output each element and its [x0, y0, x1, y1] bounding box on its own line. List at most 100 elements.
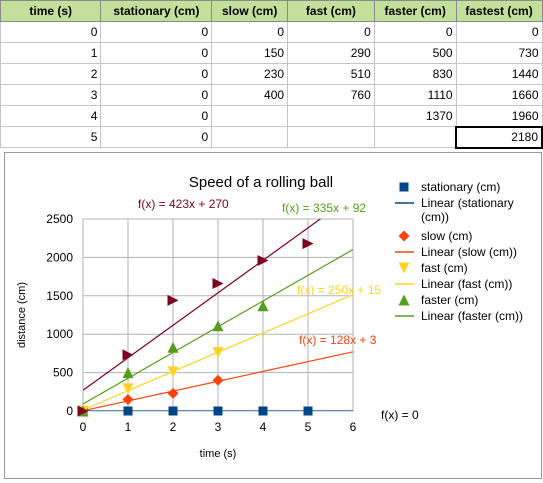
- cell[interactable]: [211, 105, 289, 127]
- x-tick-label: 6: [350, 420, 357, 434]
- data-point: [167, 387, 179, 399]
- header-row: time (s) stationary (cm) slow (cm) fast (cm…: [0, 0, 543, 22]
- y-tick-label: 2500: [46, 212, 73, 226]
- y-tick-label: 1000: [46, 327, 73, 341]
- cell[interactable]: 1110: [373, 84, 457, 106]
- data-point: [122, 367, 134, 379]
- data-point: [258, 406, 268, 416]
- cell[interactable]: 290: [287, 42, 375, 64]
- cell[interactable]: 1660: [455, 84, 543, 106]
- cell[interactable]: [287, 105, 375, 127]
- legend-label: Linear (faster (cm)): [421, 309, 523, 323]
- column-header[interactable]: fastest (cm): [455, 0, 543, 22]
- table-row: 3 0 400 760 1110 1660: [0, 84, 543, 106]
- cell[interactable]: 0: [287, 21, 375, 43]
- data-point: [213, 406, 223, 416]
- table-row: 2 0 230 510 830 1440: [0, 63, 543, 85]
- cell[interactable]: 0: [373, 21, 457, 43]
- cell[interactable]: 0: [455, 21, 543, 43]
- cell[interactable]: 830: [373, 63, 457, 85]
- cell[interactable]: 2: [0, 63, 102, 85]
- trendline-equation: f(x) = 335x + 92: [282, 201, 366, 215]
- trendline-equation: f(x) = 250x + 15: [297, 283, 381, 297]
- cell[interactable]: 1440: [455, 63, 543, 85]
- legend-marker: [398, 230, 410, 242]
- legend-label: stationary (cm): [421, 180, 500, 194]
- x-axis-title: time (s): [200, 448, 237, 460]
- legend-label: faster (cm): [421, 293, 478, 307]
- scatter-chart[interactable]: 0 1 2 3 4 5 6 0 500 1000 1500 2000 2500 time (s) dista…: [5, 153, 541, 478]
- x-tick-label: 2: [170, 420, 177, 434]
- data-point: [123, 406, 133, 416]
- cell[interactable]: [373, 126, 457, 148]
- cell[interactable]: 1370: [373, 105, 457, 127]
- legend-label: Linear (stationary: [421, 196, 514, 210]
- cell[interactable]: 730: [455, 42, 543, 64]
- y-tick-label: 0: [66, 404, 73, 418]
- column-header[interactable]: time (s): [0, 0, 102, 22]
- x-tick-label: 0: [80, 420, 87, 434]
- selected-cell[interactable]: 2180: [455, 125, 543, 149]
- data-point: [167, 294, 179, 306]
- y-tick-label: 1500: [46, 289, 73, 303]
- column-header[interactable]: slow (cm): [211, 0, 289, 22]
- legend-marker: [398, 294, 410, 306]
- data-point: [77, 405, 89, 417]
- column-header[interactable]: fast (cm): [287, 0, 375, 22]
- x-tick-label: 1: [125, 420, 132, 434]
- trendline-equation: f(x) = 128x + 3: [299, 333, 377, 347]
- data-point: [302, 238, 314, 250]
- y-tick-label: 500: [53, 366, 73, 380]
- data-point: [168, 406, 178, 416]
- legend-label: Linear (slow (cm)): [421, 245, 517, 259]
- cell[interactable]: 4: [0, 105, 102, 127]
- data-point: [212, 347, 224, 359]
- data-table: time (s) stationary (cm) slow (cm) fast (cm…: [0, 0, 543, 149]
- cell[interactable]: [211, 126, 289, 148]
- cell[interactable]: 230: [211, 63, 289, 85]
- spreadsheet: time (s) stationary (cm) slow (cm) fast (cm…: [0, 0, 543, 154]
- cell[interactable]: 0: [100, 84, 213, 106]
- data-point: [212, 374, 224, 386]
- trendline-equation: f(x) = 423x + 270: [138, 197, 229, 211]
- cell[interactable]: 1: [0, 42, 102, 64]
- cell[interactable]: [287, 126, 375, 148]
- cell[interactable]: 0: [100, 126, 213, 148]
- cell[interactable]: 5: [0, 126, 102, 148]
- legend-label: fast (cm): [421, 261, 468, 275]
- data-point: [303, 406, 313, 416]
- column-header[interactable]: faster (cm): [373, 0, 457, 22]
- cell[interactable]: 0: [100, 42, 213, 64]
- cell[interactable]: 0: [100, 21, 213, 43]
- x-tick-label: 5: [305, 420, 312, 434]
- column-header[interactable]: stationary (cm): [100, 0, 213, 22]
- legend-label: (cm)): [421, 210, 449, 224]
- data-point: [212, 278, 224, 290]
- table-row: 5 0 2180: [0, 125, 543, 149]
- cell[interactable]: 400: [211, 84, 289, 106]
- data-point: [122, 393, 134, 405]
- x-tick-label: 4: [260, 420, 267, 434]
- data-point: [167, 366, 179, 378]
- cell[interactable]: 0: [0, 21, 102, 43]
- chart-title: Speed of a rolling ball: [189, 174, 333, 191]
- cell[interactable]: 500: [373, 42, 457, 64]
- legend-marker: [399, 182, 409, 192]
- data-point: [257, 300, 269, 312]
- cell[interactable]: 0: [100, 63, 213, 85]
- data-point: [212, 320, 224, 332]
- cell[interactable]: 1960: [455, 105, 543, 127]
- chart-frame[interactable]: 0 1 2 3 4 5 6 0 500 1000 1500 2000 2500 time (s) dista…: [4, 152, 542, 479]
- legend-marker: [398, 262, 410, 274]
- cell[interactable]: 760: [287, 84, 375, 106]
- data-point: [122, 349, 134, 361]
- legend-label: Linear (fast (cm)): [421, 277, 512, 291]
- cell[interactable]: 0: [211, 21, 289, 43]
- cell[interactable]: 150: [211, 42, 289, 64]
- cell[interactable]: 510: [287, 63, 375, 85]
- cell[interactable]: 0: [100, 105, 213, 127]
- cell[interactable]: 3: [0, 84, 102, 106]
- legend-label: slow (cm): [421, 229, 472, 243]
- trendline: [83, 219, 322, 391]
